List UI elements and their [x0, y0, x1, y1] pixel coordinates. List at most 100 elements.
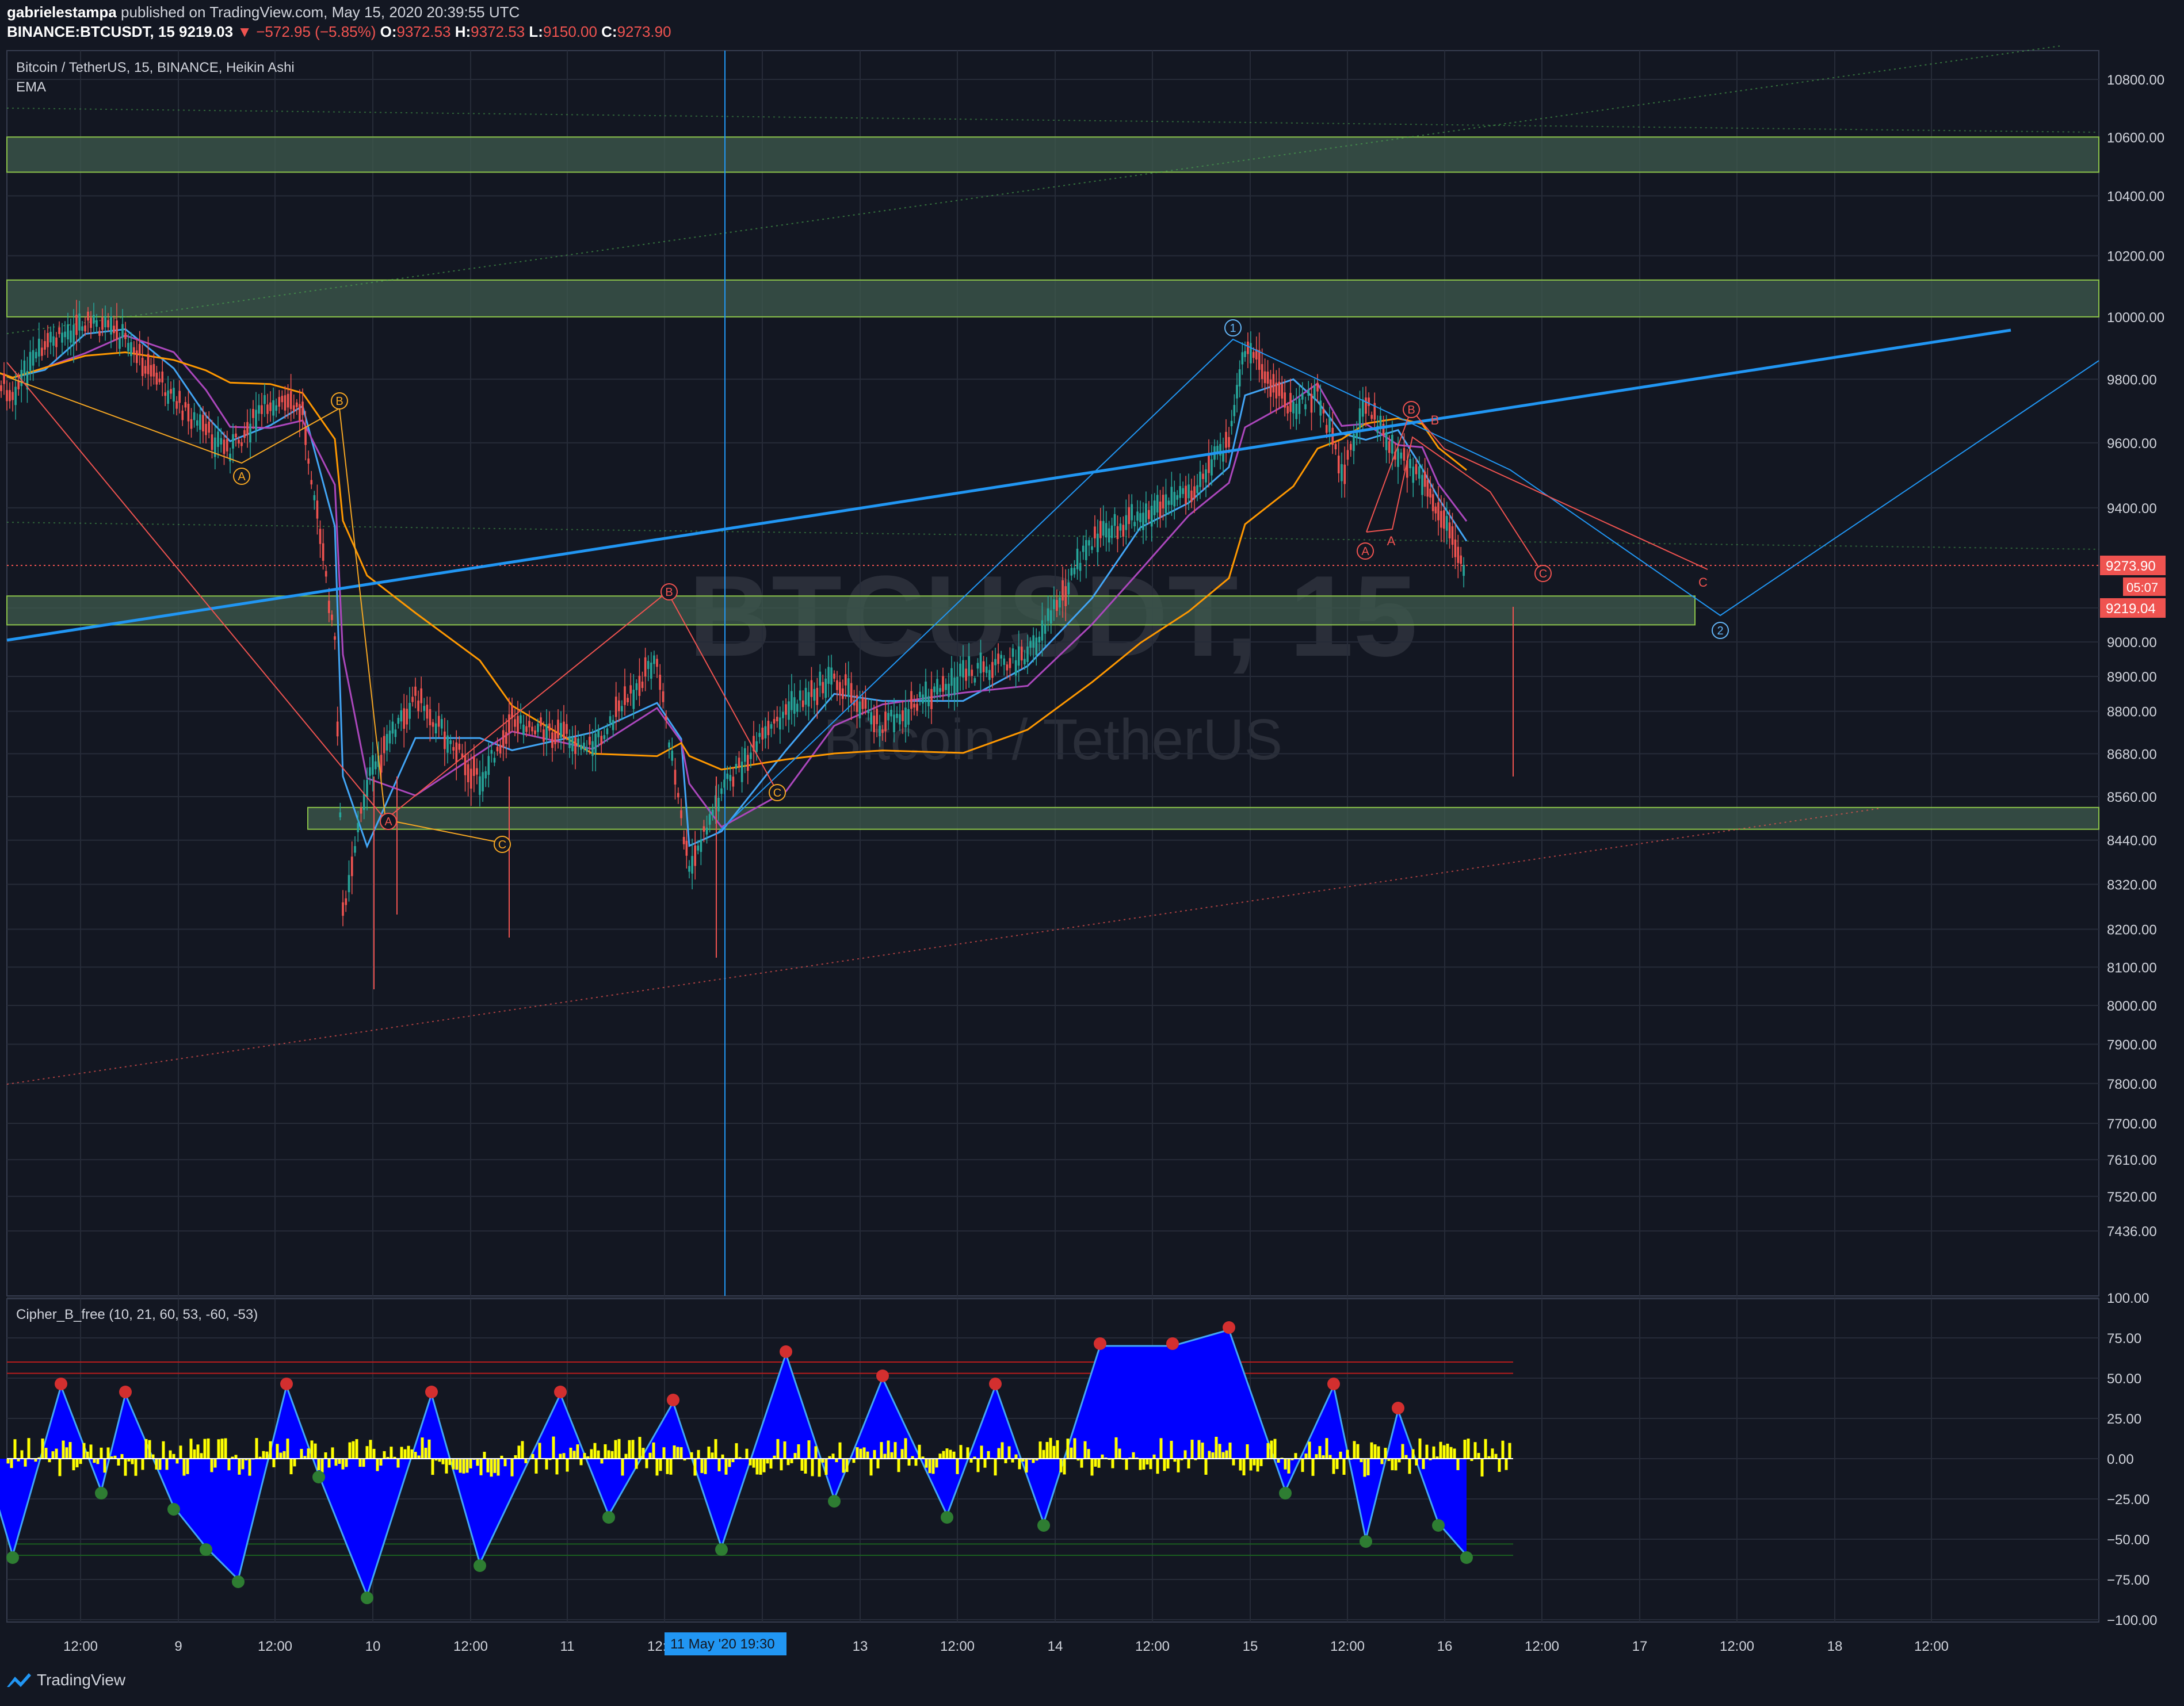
osc-signal-dot	[989, 1378, 1002, 1390]
candle-body	[17, 380, 20, 389]
candle-body	[406, 709, 408, 725]
candle-body	[971, 670, 973, 676]
wave-label-text: B	[335, 395, 343, 408]
osc-signal-dot	[474, 1559, 486, 1572]
candle-body	[738, 758, 740, 767]
candle-body	[850, 683, 853, 703]
zone-rect	[307, 806, 2099, 830]
candle-body	[14, 387, 17, 406]
candle-body	[429, 709, 432, 725]
candle-body	[662, 691, 665, 702]
candle-body	[881, 729, 884, 733]
osc-signal-dot	[312, 1471, 325, 1483]
candle-body	[1266, 372, 1269, 384]
candle-body	[269, 402, 272, 411]
candle-body	[119, 338, 121, 349]
candle-body	[1006, 664, 1009, 671]
candle-body	[275, 405, 277, 411]
candle-body	[469, 768, 472, 789]
candle-body	[671, 751, 674, 761]
candle-body	[452, 747, 455, 751]
price-tick-label: 7800.00	[2107, 1077, 2157, 1092]
candle-body	[289, 391, 292, 410]
osc-signal-dot	[667, 1394, 679, 1406]
close-label: C:	[601, 23, 617, 40]
candle-body	[735, 764, 738, 769]
osc-signal-dot	[1327, 1378, 1340, 1390]
author-name[interactable]: gabrielestampa	[7, 3, 117, 21]
candle-body	[1073, 568, 1076, 575]
price-tick-label: 7436.00	[2107, 1224, 2157, 1240]
candle-body	[1337, 456, 1340, 473]
candle-body	[1278, 381, 1281, 396]
candle-body	[190, 419, 193, 429]
candle-body	[1205, 469, 1207, 483]
candle-body	[292, 405, 295, 411]
series-legend[interactable]: Bitcoin / TetherUS, 15, BINANCE, Heikin …	[16, 60, 295, 75]
candle-body	[1164, 494, 1167, 514]
candle-body	[426, 705, 429, 719]
candle-body	[217, 431, 219, 447]
candle-body	[839, 682, 841, 695]
high-label: H:	[455, 23, 471, 40]
candle-body	[618, 700, 620, 712]
candle-body	[1038, 636, 1041, 642]
candle-body	[514, 719, 516, 727]
candle-body	[715, 795, 717, 809]
wave-red-right	[1366, 408, 1708, 570]
candle-body	[1082, 545, 1085, 552]
candle-body	[1173, 492, 1176, 507]
candle-body	[1406, 460, 1408, 478]
candle-body	[810, 680, 813, 697]
candle-body	[499, 745, 502, 753]
candle-body	[779, 717, 781, 730]
candle-body	[1261, 364, 1263, 380]
candle-body	[1024, 659, 1026, 665]
price-tick-label: 7700.00	[2107, 1116, 2157, 1132]
candle-body	[1133, 522, 1136, 526]
candle-body	[1056, 599, 1058, 611]
ema-legend[interactable]: EMA	[16, 79, 47, 95]
candle-body	[1241, 352, 1244, 365]
oscillator-legend[interactable]: Cipher_B_free (10, 21, 60, 53, -60, -53)	[16, 1307, 258, 1322]
candle-body	[1142, 512, 1144, 530]
candle-body	[1334, 443, 1337, 450]
osc-tick-label: −25.00	[2107, 1492, 2149, 1508]
candle-body	[380, 755, 383, 773]
low-value: 9150.00	[543, 23, 597, 40]
candle-body	[70, 330, 72, 343]
candle-body	[1116, 526, 1119, 540]
candle-body	[540, 717, 542, 726]
candle-body	[758, 733, 761, 737]
candle-body	[543, 729, 545, 742]
candle-body	[1091, 546, 1093, 550]
candle-body	[962, 660, 964, 678]
candle-body	[1026, 647, 1029, 662]
price-tick-label: 10000.00	[2107, 310, 2164, 326]
price-tick-label: 8560.00	[2107, 790, 2157, 805]
candle-body	[1440, 511, 1442, 528]
osc-tick-label: 25.00	[2107, 1412, 2141, 1427]
publish-info: published on TradingView.com, May 15, 20…	[120, 3, 520, 21]
candle-body	[411, 697, 414, 702]
candle-body	[1394, 452, 1396, 460]
candle-body	[750, 752, 752, 759]
candle-body	[1358, 408, 1361, 429]
footer-brand[interactable]: TradingView	[6, 1671, 125, 1689]
candle-body	[717, 797, 720, 812]
price-tick-label: 9800.00	[2107, 372, 2157, 388]
candle-body	[372, 755, 374, 775]
candle-body	[181, 410, 184, 420]
candle-body	[1391, 434, 1393, 454]
osc-signal-dot	[1279, 1487, 1292, 1500]
wave-label-text: C	[498, 839, 506, 851]
candle-body	[942, 676, 944, 692]
candle-body	[44, 341, 46, 350]
candle-body	[1255, 349, 1258, 360]
candle-body	[711, 809, 714, 816]
change-value: −572.95 (−5.85%)	[256, 23, 376, 40]
osc-signal-dot	[876, 1370, 889, 1382]
wave-label-text: A	[1361, 545, 1369, 558]
crosshair-time-text: 11 May '20 19:30	[670, 1636, 775, 1652]
